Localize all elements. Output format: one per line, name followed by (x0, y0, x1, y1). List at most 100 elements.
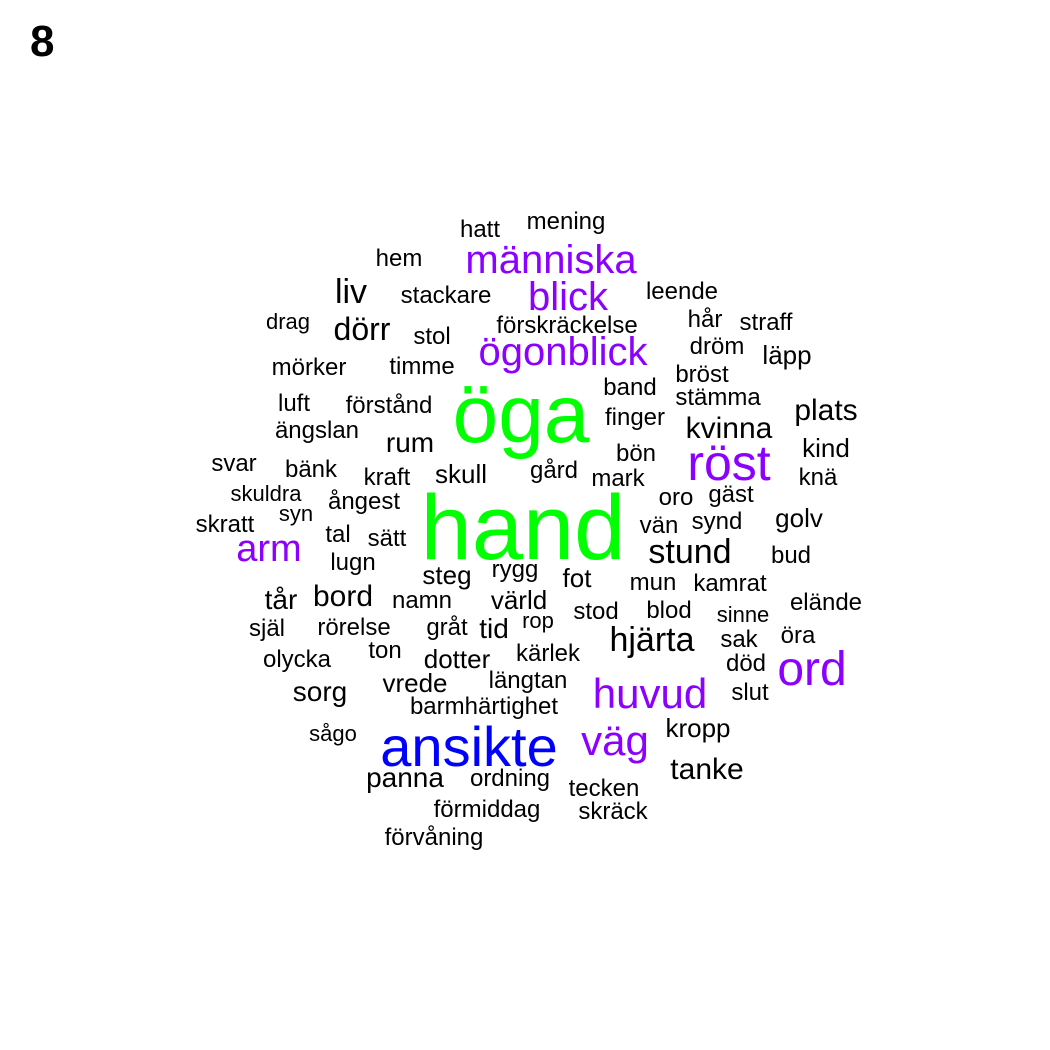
cloud-word: sorg (292, 676, 348, 707)
cloud-word: timme (389, 353, 455, 380)
cloud-word: blod (646, 597, 692, 624)
cloud-word: ängslan (274, 417, 360, 444)
cloud-word: hjärta (609, 621, 695, 659)
cloud-word: mun (629, 569, 677, 596)
cloud-word: kärlek (515, 640, 581, 667)
cloud-word: kamrat (693, 570, 767, 597)
cloud-word: ångest (327, 488, 401, 515)
cloud-word: vän (639, 512, 679, 539)
cloud-word: bud (770, 542, 812, 569)
cloud-word: väg (581, 717, 649, 764)
cloud-word: förskräckelse (496, 312, 638, 339)
cloud-word: rörelse (317, 614, 391, 641)
cloud-word: panna (366, 762, 444, 793)
cloud-word: sätt (367, 525, 407, 552)
cloud-word: bön (615, 440, 657, 467)
cloud-word: kind (802, 433, 850, 463)
cloud-word: tal (325, 521, 351, 548)
cloud-word: stackare (400, 282, 492, 309)
cloud-word: golv (775, 503, 823, 533)
cloud-word: oro (658, 484, 694, 511)
cloud-word: skull (434, 459, 488, 489)
cloud-word: liv (334, 273, 368, 311)
cloud-word: barmhärtighet (409, 693, 559, 720)
cloud-word: ordning (469, 765, 551, 792)
cloud-word: tecken (568, 775, 640, 802)
cloud-word: själ (248, 615, 286, 642)
cloud-word: luft (277, 390, 311, 417)
cloud-word: rop (522, 608, 554, 633)
cloud-word: drag (265, 309, 311, 334)
cloud-word: arm (236, 528, 302, 570)
cloud-word: finger (604, 404, 666, 431)
cloud-word: öga (452, 369, 590, 460)
cloud-word: blick (527, 275, 609, 319)
cloud-word: värld (490, 585, 548, 615)
cloud-word: sak (720, 626, 758, 653)
cloud-word: stod (573, 598, 619, 625)
cloud-word: steg (422, 560, 472, 590)
cloud-word: knä (798, 464, 838, 491)
cloud-word: gård (529, 457, 579, 484)
cloud-word: gäst (708, 481, 754, 508)
cloud-word: skuldra (230, 481, 302, 506)
cloud-word: namn (391, 587, 453, 614)
cloud-word: ansikte (380, 715, 558, 778)
cloud-word: förmiddag (433, 796, 541, 823)
cloud-word: kvinna (685, 412, 773, 445)
cloud-word: elände (789, 589, 863, 616)
cloud-word: leende (645, 278, 719, 305)
cloud-word: lugn (330, 549, 376, 576)
cloud-word: stund (648, 533, 732, 571)
cloud-word: förstånd (345, 392, 433, 419)
cloud-word: plats (794, 394, 858, 427)
cloud-word: gråt (426, 614, 468, 641)
panel-label: 8 (30, 17, 55, 66)
cloud-word: ton (368, 637, 402, 664)
cloud-word: bänk (284, 456, 338, 483)
cloud-word: tanke (670, 753, 744, 786)
cloud-word: hår (687, 306, 723, 333)
cloud-word: död (725, 650, 767, 677)
cloud-word: läpp (762, 340, 812, 370)
cloud-word: ord (777, 643, 847, 696)
cloud-word: hand (420, 477, 626, 579)
cloud-word: förvåning (384, 824, 484, 851)
cloud-word: mark (591, 465, 645, 492)
cloud-word: dröm (689, 333, 745, 360)
cloud-word: svar (211, 450, 257, 477)
cloud-word: hatt (459, 216, 501, 243)
cloud-word: längtan (488, 667, 568, 694)
cloud-word: mening (526, 208, 606, 235)
cloud-word: hem (375, 245, 423, 272)
cloud-word: röst (687, 435, 771, 491)
cloud-word: rygg (491, 556, 539, 583)
cloud-word: olycka (262, 646, 332, 673)
cloud-word: kraft (363, 464, 411, 491)
cloud-word: rum (385, 427, 435, 458)
cloud-word: kropp (665, 713, 731, 743)
cloud-word: bröst (675, 361, 729, 388)
cloud-word: bord (312, 580, 374, 613)
cloud-word: slut (731, 679, 769, 706)
cloud-word: tår (264, 584, 298, 615)
cloud-word: dörr (333, 311, 391, 347)
cloud-word: band (603, 374, 657, 401)
cloud-word: synd (691, 508, 743, 535)
cloud-word: skratt (195, 511, 255, 538)
cloud-word: mörker (271, 354, 347, 381)
cloud-word: dotter (423, 644, 491, 674)
cloud-word: stol (413, 323, 451, 350)
cloud-word: vrede (382, 668, 448, 698)
cloud-word: syn (278, 501, 314, 526)
cloud-word: ögonblick (478, 330, 648, 374)
cloud-word: skräck (578, 798, 648, 825)
cloud-word: öra (780, 622, 816, 649)
cloud-word: tid (479, 613, 509, 644)
cloud-word: sågo (309, 721, 357, 746)
cloud-word: huvud (592, 670, 708, 717)
cloud-word: stämma (675, 384, 761, 411)
cloud-word: sinne (716, 602, 770, 627)
